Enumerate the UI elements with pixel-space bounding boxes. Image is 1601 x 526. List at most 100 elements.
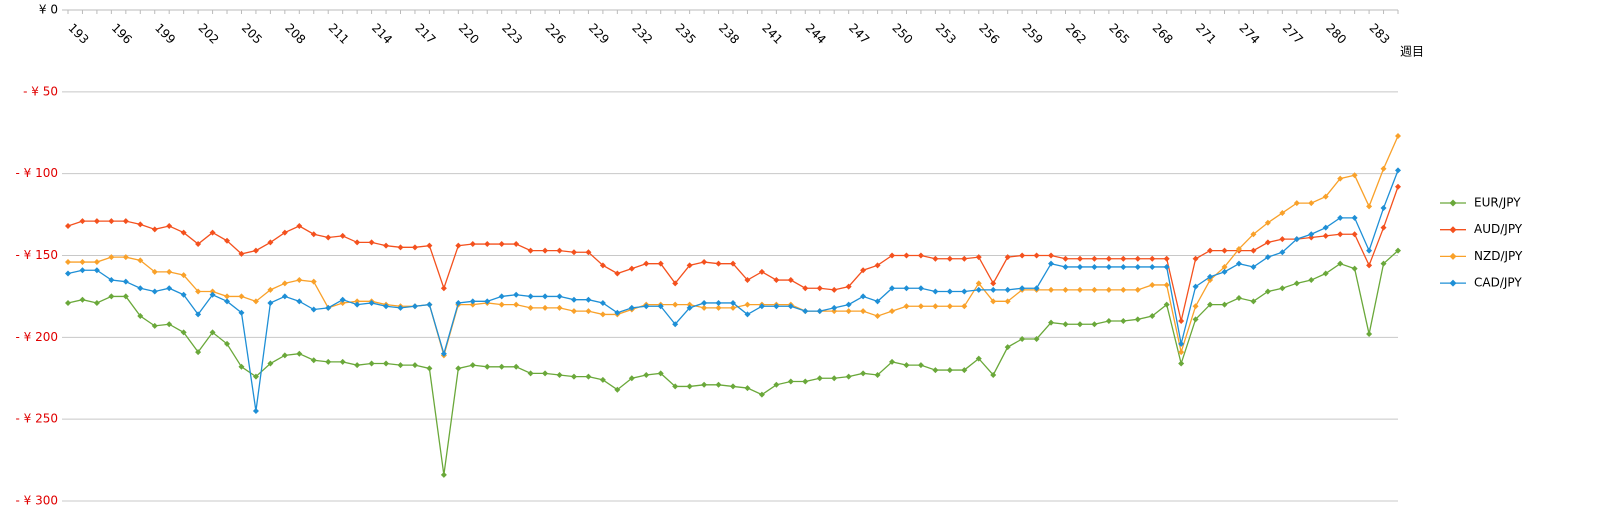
data-point	[701, 259, 708, 266]
data-point	[917, 303, 924, 310]
data-point	[65, 270, 71, 277]
data-point	[1250, 231, 1257, 238]
data-point	[744, 311, 751, 318]
data-point	[411, 362, 418, 369]
data-point	[281, 293, 288, 300]
data-point	[1019, 285, 1026, 292]
data-point	[325, 234, 332, 241]
data-point	[1308, 231, 1315, 238]
data-point	[903, 362, 910, 369]
data-point	[469, 362, 476, 369]
data-point	[961, 288, 968, 295]
data-point	[744, 277, 751, 284]
data-point	[1004, 298, 1011, 305]
data-point	[1076, 286, 1083, 293]
data-point	[903, 303, 910, 310]
data-point	[643, 371, 650, 378]
data-point	[513, 291, 520, 298]
data-point	[354, 362, 361, 369]
data-point	[614, 270, 621, 277]
data-point	[1322, 193, 1329, 200]
data-point	[1033, 335, 1040, 342]
data-point	[831, 304, 838, 311]
data-point	[1221, 268, 1228, 275]
data-point	[599, 376, 606, 383]
data-point	[845, 283, 852, 290]
data-point	[686, 301, 693, 308]
data-point	[1235, 245, 1242, 252]
data-point	[1033, 285, 1040, 292]
series	[65, 167, 1401, 414]
legend-marker	[1449, 226, 1457, 234]
data-point	[1380, 165, 1387, 172]
data-point	[1149, 255, 1156, 262]
data-point	[440, 285, 447, 292]
data-point	[498, 293, 505, 300]
data-point	[513, 301, 520, 308]
x-axis-label: 週目	[1400, 45, 1424, 59]
data-point	[889, 358, 896, 365]
data-point	[252, 247, 259, 254]
x-tick-label: 205	[239, 21, 265, 47]
data-point	[961, 303, 968, 310]
data-point	[860, 370, 867, 377]
data-point	[758, 303, 765, 310]
data-point	[787, 303, 794, 310]
data-point	[498, 301, 505, 308]
data-point	[1019, 252, 1026, 259]
data-point	[1120, 255, 1127, 262]
data-point	[585, 296, 592, 303]
x-tick-label: 238	[716, 21, 742, 47]
y-tick-label: - ¥ 250	[16, 412, 59, 426]
x-tick-label: 220	[456, 21, 482, 47]
data-point	[122, 293, 129, 300]
data-point	[339, 299, 346, 306]
data-point	[599, 311, 606, 318]
data-point	[758, 268, 765, 275]
data-point	[802, 308, 809, 315]
data-point	[1337, 175, 1344, 182]
data-point	[614, 309, 621, 316]
data-point	[1207, 273, 1214, 280]
data-point	[195, 241, 202, 248]
data-point	[1178, 340, 1185, 347]
data-point	[946, 303, 953, 310]
data-point	[787, 378, 794, 385]
data-point	[1337, 214, 1344, 221]
data-point	[1105, 286, 1112, 293]
data-point	[469, 241, 476, 248]
data-point	[93, 218, 100, 225]
data-point	[1279, 285, 1286, 292]
data-point	[252, 298, 259, 305]
data-point	[672, 280, 679, 287]
data-point	[296, 223, 303, 230]
data-point	[686, 262, 693, 269]
data-point	[585, 308, 592, 315]
data-point	[628, 265, 635, 272]
data-point	[1062, 263, 1069, 270]
data-point	[1308, 277, 1315, 284]
data-point	[1221, 247, 1228, 254]
data-point	[1004, 286, 1011, 293]
data-point	[455, 299, 462, 306]
data-point	[1235, 260, 1242, 267]
data-point	[990, 280, 997, 287]
data-point	[166, 285, 173, 292]
x-tick-label: 229	[586, 21, 612, 47]
data-point	[614, 386, 621, 393]
data-point	[845, 308, 852, 315]
data-point	[556, 304, 563, 311]
x-tick-label: 268	[1150, 21, 1176, 47]
data-point	[556, 247, 563, 254]
data-point	[1004, 254, 1011, 261]
data-point	[860, 293, 867, 300]
data-point	[310, 231, 317, 238]
data-point	[1048, 260, 1055, 267]
data-point	[599, 262, 606, 269]
data-point	[1351, 231, 1358, 238]
x-tick-label: 193	[65, 21, 91, 47]
data-point	[281, 229, 288, 236]
data-point	[65, 223, 71, 230]
data-point	[556, 371, 563, 378]
data-point	[325, 304, 332, 311]
